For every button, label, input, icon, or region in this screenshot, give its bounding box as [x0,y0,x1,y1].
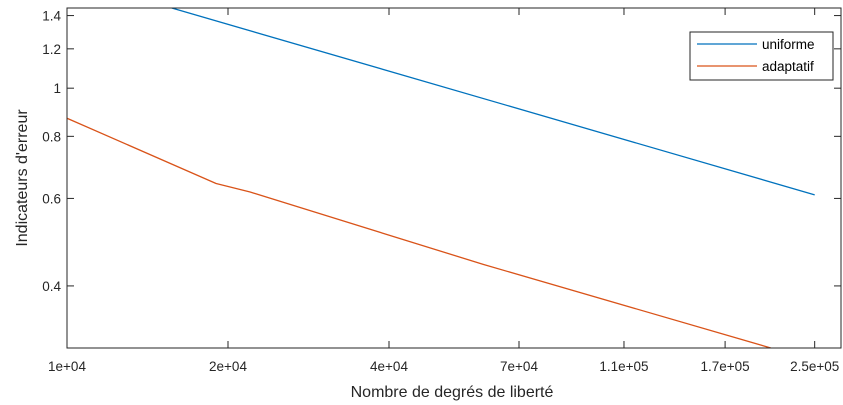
x-tick-label: 7e+04 [500,359,538,374]
y-tick-label: 0.4 [42,279,61,294]
x-axis-label: Nombre de degrés de liberté [351,384,554,401]
x-tick-label: 1.7e+05 [701,359,750,374]
legend-adaptatif-label: adaptatif [762,59,814,74]
y-axis: 0.4 0.6 0.8 1 1.2 1.4 [42,9,841,294]
x-tick-label: 2e+04 [209,359,247,374]
legend: uniforme adaptatif [689,31,834,81]
x-tick-label: 1e+04 [48,359,86,374]
series-layer [67,8,815,348]
y-axis-label: Indicateurs d'erreur [14,109,31,247]
x-tick-label: 1.1e+05 [599,359,648,374]
legend-box [689,31,834,81]
x-tick-label: 4e+04 [370,359,408,374]
series-line-adaptatif [67,117,772,348]
x-tick-label: 2.5e+05 [790,359,839,374]
legend-uniforme-label: uniforme [762,37,815,52]
y-tick-label: 0.8 [42,129,61,144]
x-axis: 1e+04 2e+04 4e+04 7e+04 1.1e+05 1.7e+05 2.5e+0… [48,8,839,374]
y-tick-label: 1 [53,81,61,96]
y-tick-label: 1.4 [42,9,61,24]
y-tick-label: 0.6 [42,191,61,206]
series-line-uniforme [171,8,815,196]
y-tick-label: 1.2 [42,42,61,57]
plot-frame [66,7,842,349]
